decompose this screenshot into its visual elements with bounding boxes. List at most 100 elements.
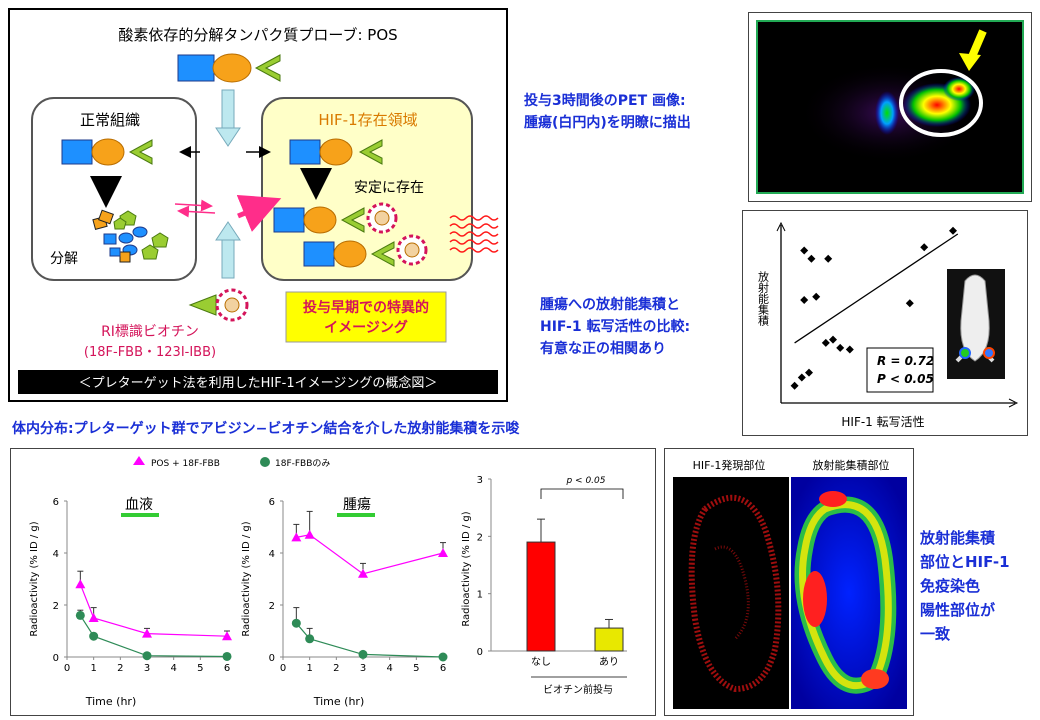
legend-series-2: 18F-FBBのみ — [275, 458, 330, 469]
series-line — [79, 583, 228, 637]
blood-title: 血液 — [125, 497, 153, 513]
data-point — [89, 631, 99, 641]
bar-annotation: p < 0.05 — [565, 476, 605, 486]
probe-title: 酸素依存的分解タンパク質プローブ: POS — [118, 26, 397, 44]
y-tick-label: 4 — [269, 549, 275, 560]
staining-label-left: HIF-1発現部位 — [693, 458, 766, 472]
staining-caption: 放射能集積 部位とHIF-1 免疫染色 陽性部位が 一致 — [920, 526, 1036, 646]
banner-bg — [18, 370, 498, 394]
scatter-point — [920, 243, 929, 252]
banner-text: ＜プレターゲット法を利用したHIF-1イメージングの概念図＞ — [79, 375, 438, 391]
bar-category-label: なし — [531, 656, 551, 668]
pet-caption-1: 投与3時間後のPET 画像: — [524, 93, 686, 109]
x-tick-label: 6 — [440, 663, 446, 674]
staining-caption-1: 放射能集積 — [920, 529, 996, 547]
scatter-point — [805, 368, 813, 377]
stats-box — [866, 347, 934, 393]
y-tick-label: 2 — [269, 601, 275, 612]
data-point — [222, 631, 232, 641]
tumor-chart: 腫瘍 Time (hr) Radioactivity (% ID / g) — [241, 496, 375, 708]
corr-caption-1: 腫瘍への放射能集積と — [540, 297, 680, 313]
bar — [594, 627, 624, 652]
blood-chart: 血液 Time (hr) Radioactivity (% ID / g) — [29, 497, 159, 708]
x-tick-label: 4 — [386, 663, 392, 674]
blood-ylabel: Radioactivity (% ID / g) — [29, 521, 40, 636]
series-line — [295, 622, 444, 658]
y-tick-label: 0 — [269, 653, 275, 664]
tumor-circle — [899, 69, 983, 137]
staining-caption-3: 免疫染色 — [920, 577, 981, 595]
blood-xlabel: Time (hr) — [85, 695, 137, 708]
probe-top — [177, 53, 281, 83]
x-tick-label: 6 — [224, 663, 230, 674]
series-line — [296, 534, 444, 575]
stat-p: P < 0.05 — [877, 372, 934, 386]
scatter-point — [905, 299, 914, 308]
signal-waves — [449, 215, 499, 253]
bar-y-tick-label: 1 — [477, 590, 483, 601]
data-point — [305, 634, 315, 644]
x-tick-label: 4 — [170, 663, 176, 674]
scatter-point — [949, 226, 957, 235]
legend-series-1: POS + 18F-FBB — [151, 459, 220, 469]
bar — [526, 541, 556, 652]
data-point — [438, 548, 448, 557]
correlation-chart: 放射能集積 HIF-1 転写活性 R = 0.72 P < 0.05 — [757, 221, 1019, 429]
degradation-label: 分解 — [50, 251, 78, 267]
x-tick-label: 3 — [144, 663, 150, 674]
scatter-point — [790, 381, 799, 390]
bar-chart: Radioactivity (% ID / g) ビオチン前投与 p < 0.0… — [461, 476, 627, 696]
bar-xlabel: ビオチン前投与 — [543, 683, 613, 696]
pet-caption-2: 腫瘍(白円内)を明瞭に描出 — [524, 115, 691, 131]
scatter-point — [800, 296, 809, 304]
biodist-heading: 体内分布:プレターゲット群でアビジン−ビオチン結合を介した放射能集積を示唆 — [12, 421, 520, 437]
early-imaging-1: 投与早期での特異的 — [303, 299, 429, 316]
tumor-xlabel: Time (hr) — [313, 695, 365, 708]
scatter-point — [807, 254, 816, 263]
fit-line — [794, 233, 959, 344]
light-blue-arrow-up — [215, 221, 241, 279]
legend: POS + 18F-FBB 18F-FBBのみ — [133, 456, 330, 469]
staining-svg: HIF-1発現部位 放射能集積部位 — [673, 458, 907, 709]
mouse-image — [947, 269, 1005, 379]
x-tick-label: 2 — [333, 663, 339, 674]
scatter-point — [797, 373, 806, 382]
normal-tissue-label: 正常組織 — [80, 111, 140, 129]
bar-y-tick-label: 0 — [477, 647, 483, 658]
biodist-panel: POS + 18F-FBB 18F-FBBのみ 血液 Time (hr) Rad… — [10, 448, 656, 716]
staining-label-right: 放射能集積部位 — [813, 458, 890, 472]
pet-svg — [756, 20, 1024, 194]
pink-arrow-right-thin — [174, 199, 213, 212]
y-tick-label: 6 — [269, 497, 275, 508]
bar-y-tick-label: 3 — [477, 475, 483, 486]
pet-image — [748, 12, 1032, 202]
ri-biotin-icon — [188, 288, 249, 322]
data-point — [222, 651, 232, 661]
concept-svg: 酸素依存的分解タンパク質プローブ: POS 正常組織 — [18, 26, 499, 394]
concept-diagram: 酸素依存的分解タンパク質プローブ: POS 正常組織 — [8, 8, 508, 402]
scatter-point — [836, 343, 845, 352]
data-point — [291, 532, 302, 542]
pet-caption: 投与3時間後のPET 画像: 腫瘍(白円内)を明瞭に描出 — [524, 90, 744, 134]
staining-caption-4: 陽性部位が — [920, 601, 996, 619]
scatter-point — [821, 338, 830, 347]
x-tick-label: 1 — [306, 663, 312, 674]
pink-arrow-bold — [236, 194, 282, 232]
fragments — [92, 209, 169, 263]
x-tick-label: 3 — [360, 663, 366, 674]
bar-ylabel: Radioactivity (% ID / g) — [461, 511, 472, 626]
tumor-title: 腫瘍 — [343, 496, 371, 513]
data-point — [75, 579, 86, 589]
correlation-caption: 腫瘍への放射能集積と HIF-1 転写活性の比較: 有意な正の相関あり — [540, 294, 740, 360]
corr-xlabel: HIF-1 転写活性 — [841, 415, 924, 429]
staining-caption-2: 部位とHIF-1 — [920, 553, 1010, 571]
ri-label-2: (18F-FBB・123I-IBB) — [84, 345, 216, 360]
staining-caption-5: 一致 — [920, 625, 951, 643]
data-point — [438, 652, 448, 662]
corr-caption-2: HIF-1 転写活性の比較: — [540, 319, 691, 335]
y-tick-label: 6 — [53, 497, 59, 508]
probe-hif — [289, 138, 383, 166]
ri-label-1: RI標識ビオチン — [101, 324, 199, 340]
pink-arrow-left-thin — [177, 205, 216, 218]
x-tick-label: 1 — [90, 663, 96, 674]
